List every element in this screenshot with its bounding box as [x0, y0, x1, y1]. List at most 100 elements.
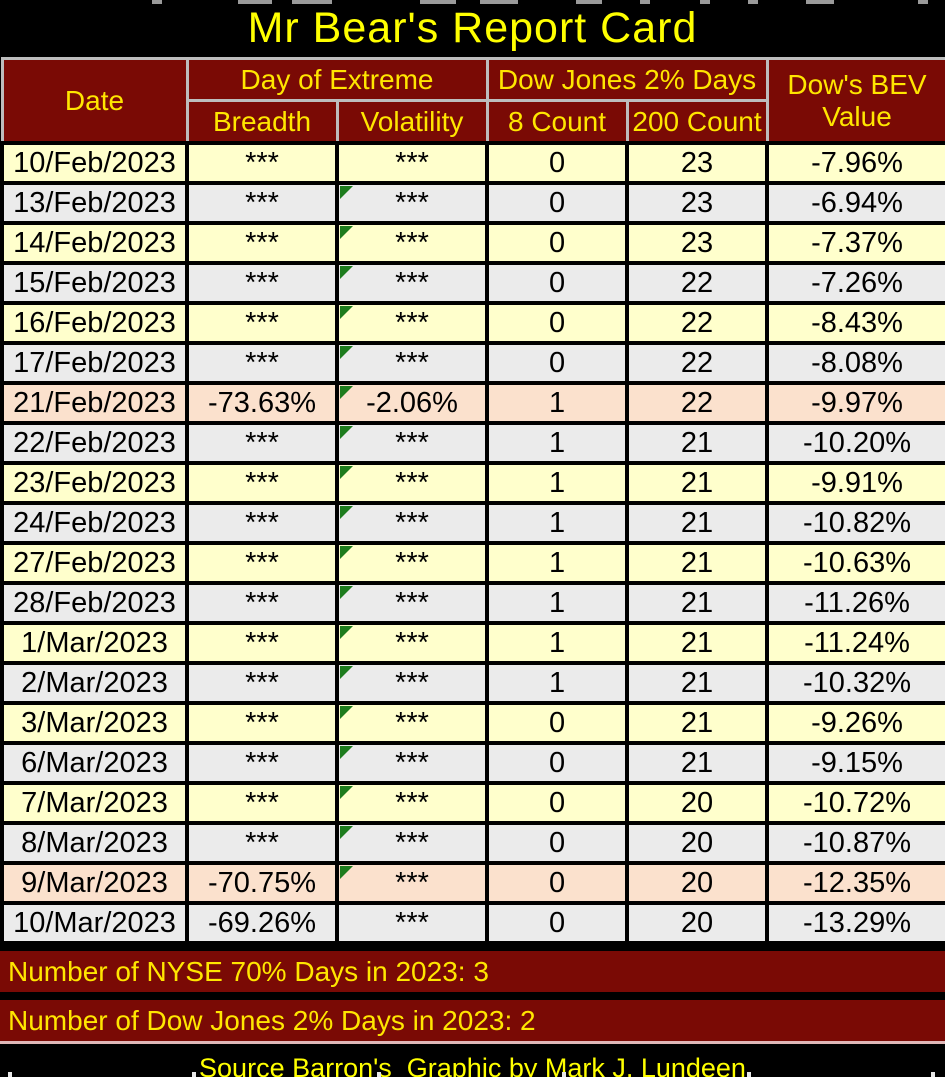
table-row: 21/Feb/2023 -73.63% -2.06% 1 22 -9.97%	[0, 381, 945, 425]
count8-cell-value: 1	[548, 626, 566, 659]
breadth-cell-value: -73.63%	[207, 386, 316, 419]
tick-mark	[8, 1072, 12, 1077]
bev-cell-value: -12.35%	[803, 866, 912, 899]
date-cell: 24/Feb/2023	[0, 501, 189, 545]
bev-header-line1: Dow's BEV	[787, 68, 927, 100]
tick-mark	[480, 0, 518, 4]
volatility-cell: ***	[334, 141, 490, 185]
count8-cell-value: 0	[548, 186, 566, 219]
count8-cell: 0	[485, 821, 630, 865]
column-header-breadth: Breadth	[185, 99, 339, 145]
count8-cell-value: 0	[548, 746, 566, 779]
date-cell: 14/Feb/2023	[0, 221, 189, 265]
date-cell-value: 28/Feb/2023	[13, 586, 176, 619]
date-cell-value: 21/Feb/2023	[13, 386, 176, 419]
volatility-cell: ***	[334, 301, 490, 345]
breadth-cell: -69.26%	[185, 901, 339, 945]
date-cell: 2/Mar/2023	[0, 661, 189, 705]
breadth-cell-value: ***	[245, 466, 279, 499]
breadth-cell: ***	[185, 541, 339, 585]
date-cell: 8/Mar/2023	[0, 821, 189, 865]
count8-cell-value: 0	[548, 146, 566, 179]
count200-cell: 21	[625, 741, 770, 785]
source-credit: Source Barron's Graphic by Mark J. Lunde…	[199, 1053, 746, 1077]
volatility-cell-value: ***	[395, 506, 429, 539]
count200-cell: 23	[625, 141, 770, 185]
column-header-volatility: Volatility	[335, 99, 489, 145]
date-cell: 22/Feb/2023	[0, 421, 189, 465]
count200-cell: 21	[625, 421, 770, 465]
bev-cell-value: -8.43%	[811, 306, 903, 339]
volatility-cell-value: ***	[395, 546, 429, 579]
date-cell-value: 17/Feb/2023	[13, 346, 176, 379]
count200-cell: 21	[625, 541, 770, 585]
bev-cell-value: -10.20%	[803, 426, 912, 459]
volatility-cell-value: ***	[395, 666, 429, 699]
comment-triangle-icon	[340, 746, 353, 759]
count200-cell: 22	[625, 341, 770, 385]
bev-cell: -8.08%	[765, 341, 945, 385]
volatility-cell: ***	[334, 221, 490, 265]
count8-cell-value: 0	[548, 346, 566, 379]
bev-cell: -9.97%	[765, 381, 945, 425]
bev-cell-value: -10.82%	[803, 506, 912, 539]
table-row: 14/Feb/2023 *** *** 0 23 -7.37%	[0, 221, 945, 265]
breadth-cell: ***	[185, 341, 339, 385]
count200-cell-value: 21	[680, 666, 714, 699]
count8-cell: 0	[485, 861, 630, 905]
volatility-cell: ***	[334, 501, 490, 545]
table-row: 3/Mar/2023 *** *** 0 21 -9.26%	[0, 701, 945, 745]
date-cell-value: 10/Mar/2023	[13, 906, 176, 939]
count200-cell-value: 20	[680, 866, 714, 899]
table-header: Date Day of Extreme Dow Jones 2% Days Do…	[0, 57, 945, 145]
comment-triangle-icon	[340, 426, 353, 439]
volatility-cell: ***	[334, 621, 490, 665]
count8-cell: 1	[485, 381, 630, 425]
count8-cell: 0	[485, 181, 630, 225]
bev-cell: -11.26%	[765, 581, 945, 625]
table-row: 22/Feb/2023 *** *** 1 21 -10.20%	[0, 421, 945, 465]
table-row: 8/Mar/2023 *** *** 0 20 -10.87%	[0, 821, 945, 865]
volatility-cell-value: ***	[395, 466, 429, 499]
bev-cell: -9.91%	[765, 461, 945, 505]
tick-mark	[192, 1072, 196, 1077]
count200-cell-value: 21	[680, 546, 714, 579]
date-cell: 16/Feb/2023	[0, 301, 189, 345]
volatility-cell: ***	[334, 701, 490, 745]
count8-cell: 0	[485, 221, 630, 265]
bev-cell-value: -13.29%	[803, 906, 912, 939]
count8-cell-value: 1	[548, 506, 566, 539]
breadth-cell-value: ***	[245, 426, 279, 459]
count200-cell-value: 20	[680, 906, 714, 939]
breadth-cell: ***	[185, 741, 339, 785]
table-row: 17/Feb/2023 *** *** 0 22 -8.08%	[0, 341, 945, 385]
volatility-cell-value: ***	[395, 866, 429, 899]
bev-header-line2: Value	[822, 100, 892, 132]
breadth-cell: ***	[185, 701, 339, 745]
bev-cell-value: -9.26%	[811, 706, 903, 739]
tick-mark	[918, 0, 928, 4]
table-row: 28/Feb/2023 *** *** 1 21 -11.26%	[0, 581, 945, 625]
breadth-cell: ***	[185, 141, 339, 185]
count200-cell-value: 22	[680, 346, 714, 379]
table-row: 23/Feb/2023 *** *** 1 21 -9.91%	[0, 461, 945, 505]
bev-cell: -8.43%	[765, 301, 945, 345]
bev-cell: -9.15%	[765, 741, 945, 785]
volatility-cell: ***	[334, 541, 490, 585]
tick-mark	[152, 0, 162, 4]
volatility-cell-value: ***	[395, 746, 429, 779]
breadth-cell-value: ***	[245, 746, 279, 779]
date-cell-value: 2/Mar/2023	[21, 666, 168, 699]
date-cell: 28/Feb/2023	[0, 581, 189, 625]
volatility-cell-value: ***	[395, 706, 429, 739]
count200-cell: 21	[625, 581, 770, 625]
date-cell: 27/Feb/2023	[0, 541, 189, 585]
count8-cell: 1	[485, 661, 630, 705]
volatility-cell: ***	[334, 741, 490, 785]
breadth-cell-value: -70.75%	[207, 866, 316, 899]
volatility-cell: ***	[334, 861, 490, 905]
comment-triangle-icon	[340, 666, 353, 679]
bev-cell: -7.37%	[765, 221, 945, 265]
bev-cell-value: -9.97%	[811, 386, 903, 419]
